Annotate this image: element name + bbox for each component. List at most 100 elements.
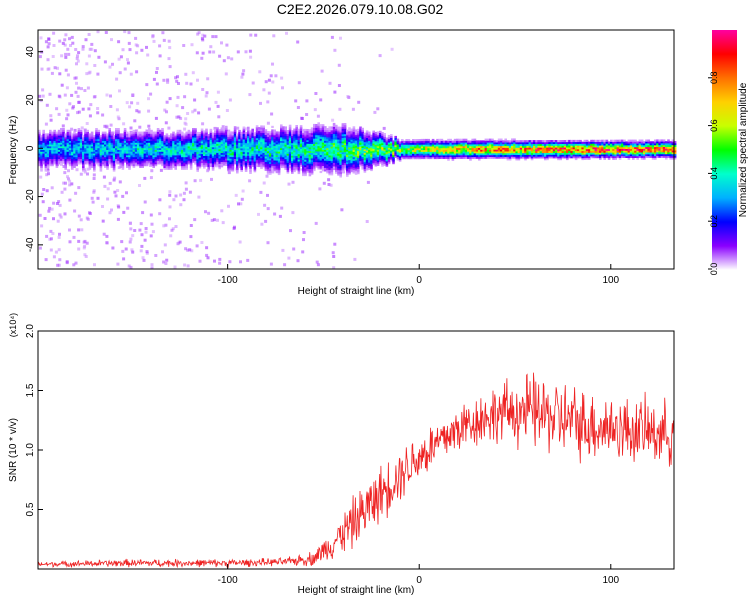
spectrogram-cell [337, 135, 340, 138]
spectrogram-cell [559, 150, 562, 153]
spectrogram-cell [137, 156, 140, 159]
spectrogram-cell [225, 136, 228, 139]
spectrogram-cell [126, 164, 129, 167]
spectrogram-cell [216, 141, 219, 144]
spectrogram-cell [110, 38, 113, 42]
spectrogram-cell [126, 137, 129, 140]
spectrogram-cell [559, 143, 562, 146]
spectrogram-cell [77, 158, 81, 161]
spectrogram-cell [436, 149, 439, 152]
spectrogram-cell [429, 151, 433, 154]
spectrogram-cell [99, 138, 103, 141]
spectrogram-cell [304, 132, 307, 135]
spectrogram-cell [156, 128, 160, 131]
spectrogram-cell [55, 164, 59, 167]
spectrogram-cell [324, 167, 327, 170]
spectrogram-cell [93, 165, 96, 168]
spectrogram-cell [57, 155, 61, 158]
spectrogram-cell [258, 130, 261, 133]
spectrogram-cell [482, 147, 485, 150]
spectrogram-cell [431, 153, 435, 156]
spectrogram-cell [67, 169, 70, 173]
spectrogram-cell [57, 156, 61, 159]
spectrogram-cell [346, 133, 349, 136]
spectrogram-cell [97, 137, 100, 140]
spectrogram-cell [93, 142, 96, 145]
spectrogram-cell [174, 153, 177, 156]
spectrogram-cell [495, 145, 499, 148]
spectrogram-cell [348, 130, 351, 134]
spectrogram-cell [104, 162, 107, 165]
spectrogram-cell [46, 135, 50, 138]
spectrogram-cell [420, 147, 424, 151]
spectrogram-cell [370, 167, 373, 170]
spectrogram-cell [310, 136, 314, 139]
spectrogram-cell [262, 125, 265, 128]
spectrogram-cell [176, 162, 180, 165]
spectrogram-cell [552, 152, 556, 155]
spectrogram-cell [392, 149, 395, 152]
spectrogram-cell [321, 145, 325, 148]
spectrogram-cell [330, 173, 334, 176]
spectrogram-cell [183, 167, 186, 170]
spectrogram-cell [467, 149, 470, 152]
spectrogram-cell [310, 168, 314, 171]
spectrogram-cell [275, 149, 279, 152]
spectrogram-cell [51, 142, 54, 145]
spectrogram-cell [95, 155, 98, 158]
spectrogram-cell [242, 137, 246, 140]
spectrogram-cell [539, 145, 543, 148]
spectrogram-cell [330, 133, 334, 136]
spectrogram-cell [112, 135, 116, 138]
spectrogram-cell [115, 160, 118, 163]
spectrogram-cell [134, 149, 138, 152]
spectrogram-cell [451, 140, 455, 143]
spectrogram-cell [148, 149, 151, 152]
spectrogram-cell [117, 137, 120, 140]
spectrogram-cell [79, 129, 83, 132]
spectrogram-cell [332, 153, 336, 156]
spectrogram-cell [317, 142, 320, 145]
spectrogram-cell [183, 153, 186, 156]
spectrogram-cell [189, 167, 193, 170]
spectrogram-cell [64, 140, 67, 143]
spectrogram-cell [357, 134, 360, 137]
spectrogram-cell [176, 144, 180, 147]
spectrogram-cell [57, 131, 61, 134]
spectrogram-cell [93, 162, 96, 165]
spectrogram-cell [557, 150, 560, 153]
spectrogram-cell [62, 137, 65, 140]
spectrogram-cell [310, 159, 314, 162]
spectrogram-cell [299, 127, 303, 130]
spectrogram-cell [343, 150, 347, 153]
spectrogram-cell [73, 158, 76, 161]
spectrogram-cell [196, 139, 199, 142]
spectrogram-cell [280, 160, 283, 163]
spectrogram-cell [121, 151, 125, 154]
spectrogram-cell [372, 145, 375, 148]
spectrogram-cell [513, 151, 516, 154]
spectrogram-cell [282, 153, 285, 156]
spectrogram-cell [398, 146, 402, 149]
spectrogram-cell [128, 222, 132, 225]
spectrogram-cell [93, 137, 96, 140]
spectrogram-cell [247, 126, 250, 129]
spectrogram-cell [258, 132, 261, 135]
spectrogram-cell [269, 172, 272, 175]
spectrogram-cell [198, 160, 202, 163]
spectrogram-cell [500, 147, 503, 150]
spectrogram-cell [192, 135, 195, 138]
spectrogram-cell [284, 151, 287, 154]
spectrogram-cell [74, 191, 78, 195]
spectrogram-cell [513, 154, 516, 157]
spectrogram-cell [550, 152, 554, 155]
spectrogram-cell [431, 149, 435, 152]
spectrogram-cell [203, 159, 206, 162]
spectrogram-cell [357, 148, 360, 151]
spectrogram-cell [101, 153, 105, 156]
spectrogram-cell [130, 144, 133, 147]
spectrogram-cell [354, 156, 358, 159]
spectrogram-cell [242, 155, 246, 158]
spectrogram-cell [385, 160, 389, 164]
spectrogram-cell [321, 138, 325, 141]
